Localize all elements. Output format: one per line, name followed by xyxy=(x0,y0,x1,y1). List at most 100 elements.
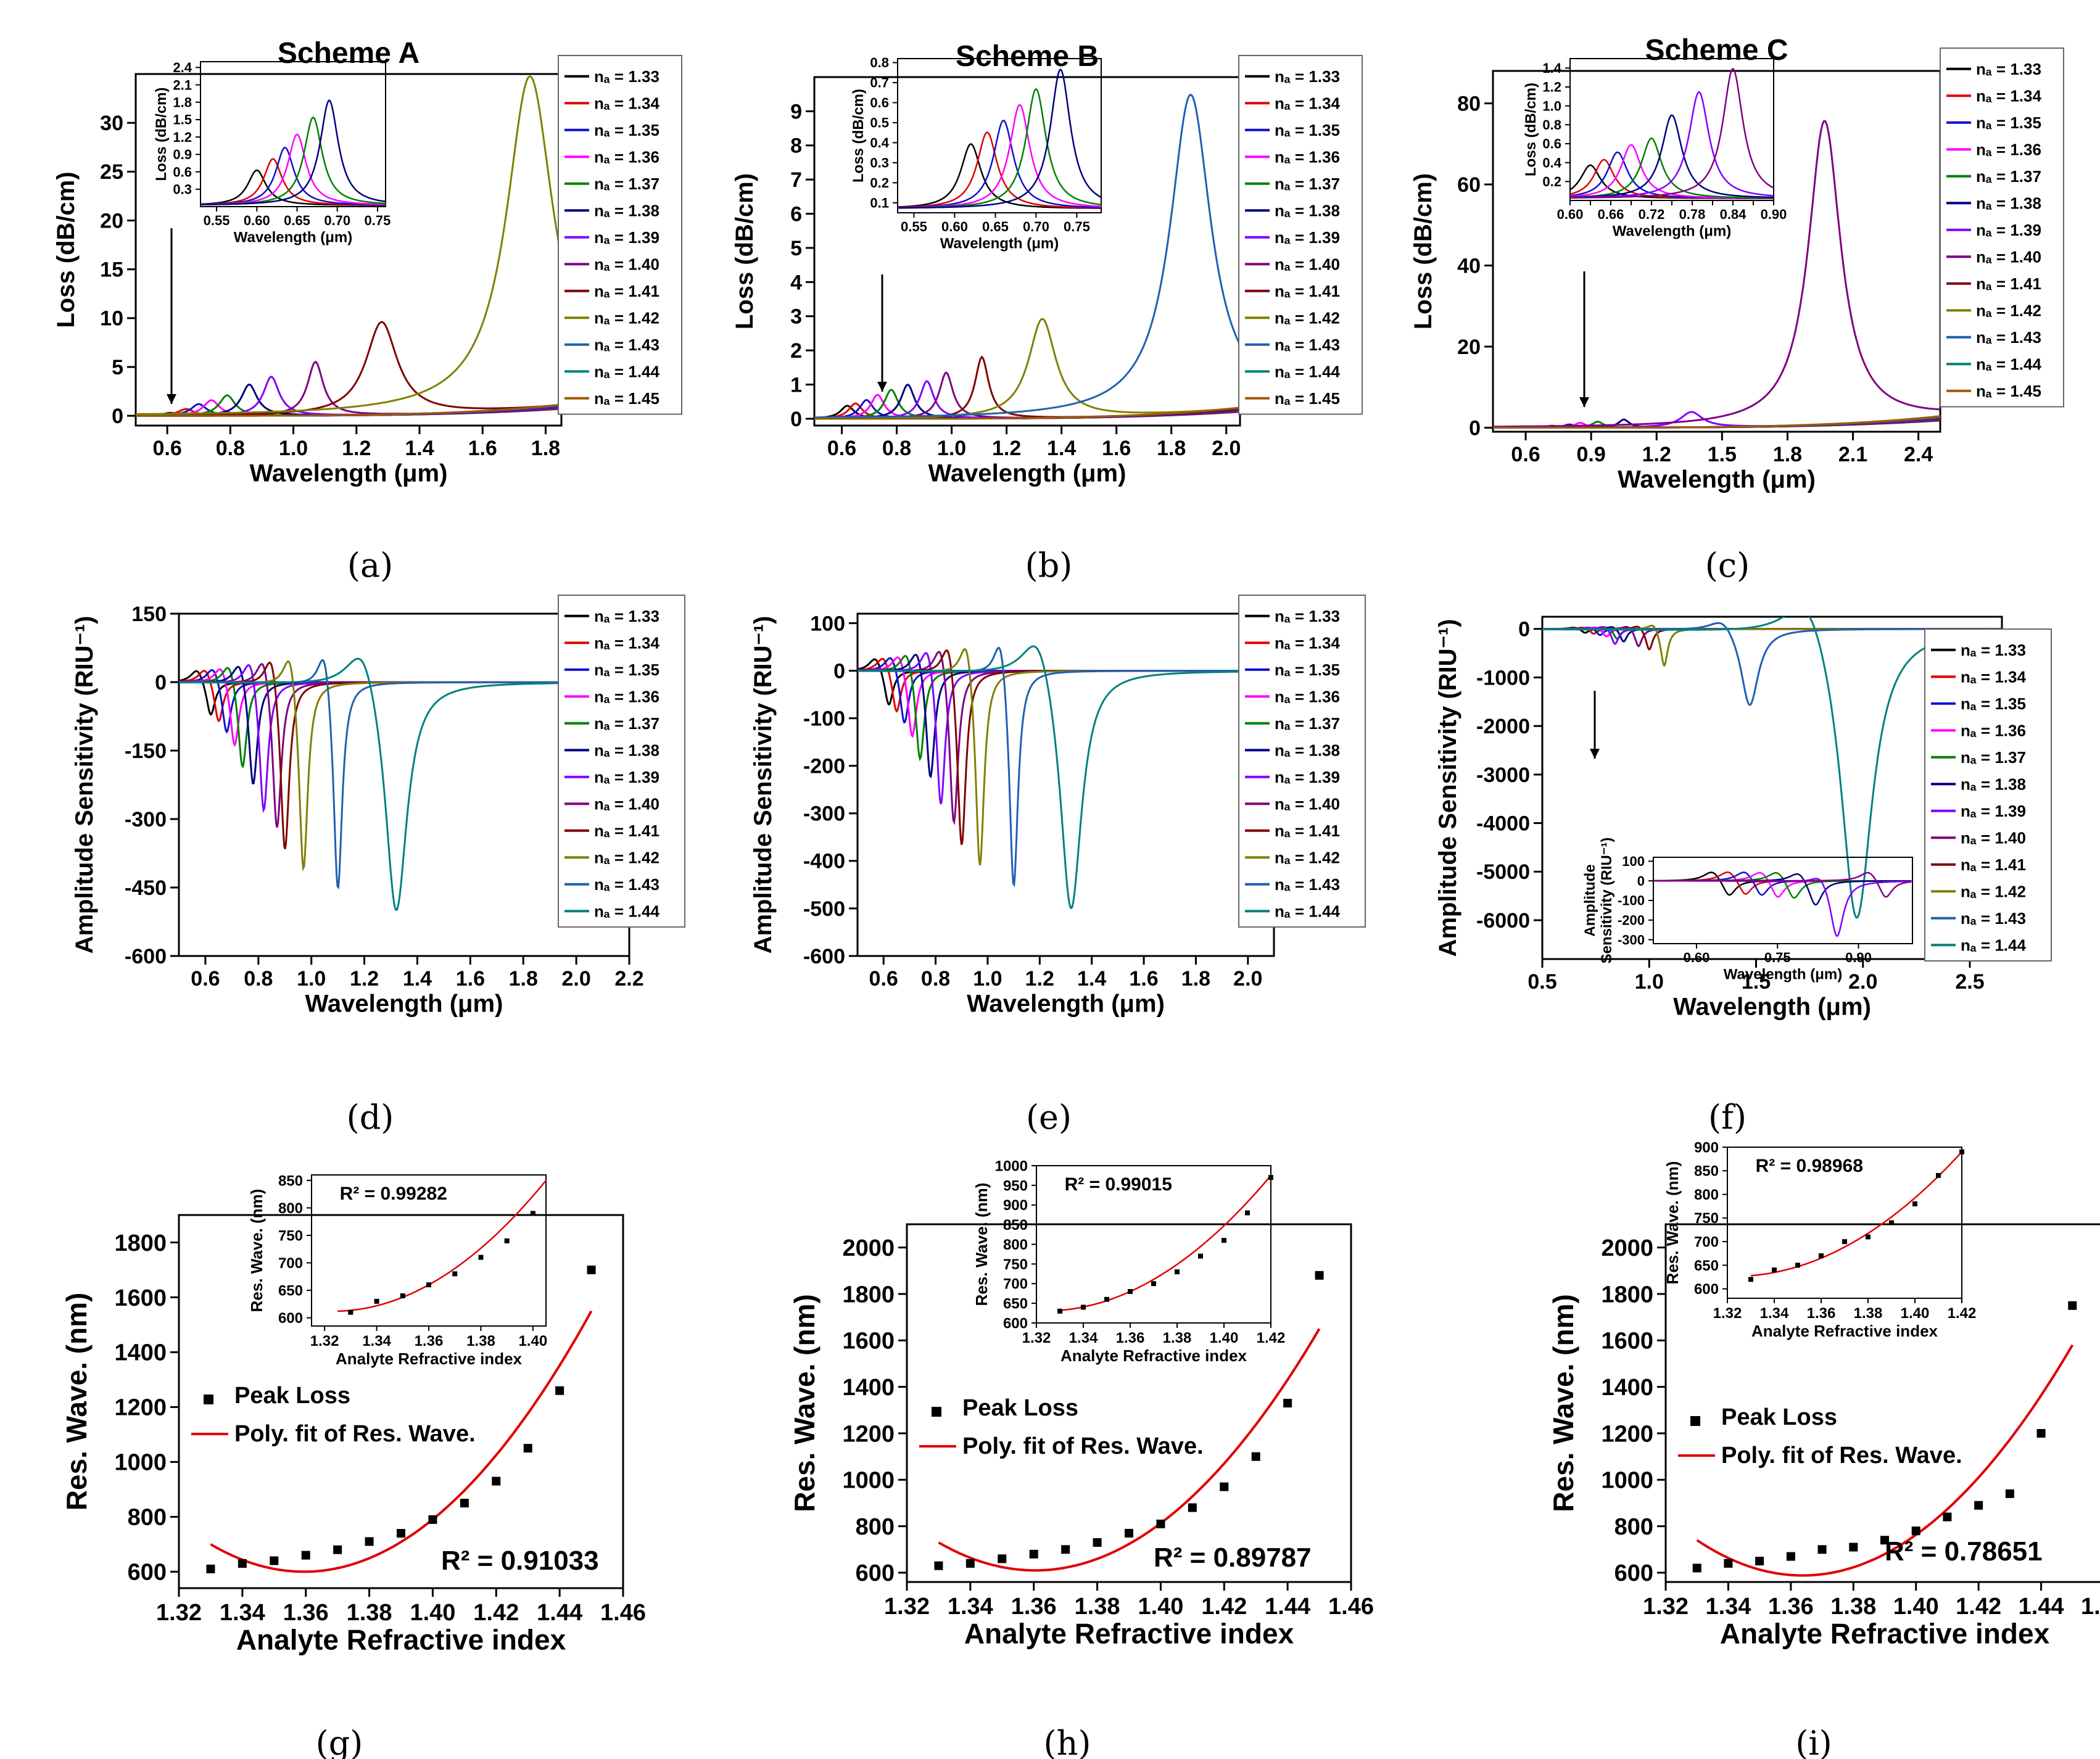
series-line-13 xyxy=(814,406,1240,420)
legend-entry: nₐ = 1.45 xyxy=(1275,389,1340,408)
x-tick-label: 1.5 xyxy=(1742,970,1771,994)
inset-data-point xyxy=(1866,1234,1871,1240)
legend-entry: nₐ = 1.36 xyxy=(1275,687,1340,706)
series-line-10 xyxy=(136,75,561,415)
data-point xyxy=(2005,1489,2014,1498)
x-tick-label: 1.0 xyxy=(1635,970,1664,994)
legend-entry: nₐ = 1.40 xyxy=(1275,794,1340,813)
inset-fit-line xyxy=(1750,1151,1962,1277)
legend-entry: nₐ = 1.36 xyxy=(1976,140,2041,159)
x-tick-label: 1.46 xyxy=(2081,1594,2100,1620)
y-tick-label: 1600 xyxy=(842,1329,895,1354)
legend-entry: nₐ = 1.39 xyxy=(594,228,659,247)
x-tick-label: 0.8 xyxy=(244,967,273,991)
x-tick-label: 1.42 xyxy=(1948,1305,1977,1322)
inset-data-point xyxy=(1889,1220,1894,1226)
y-tick-label: 1000 xyxy=(842,1468,895,1494)
legend-entry: nₐ = 1.36 xyxy=(594,147,659,166)
x-tick-label: 0.6 xyxy=(191,967,220,991)
legend-entry: nₐ = 1.34 xyxy=(1961,667,2026,686)
legend-entry: nₐ = 1.34 xyxy=(594,94,659,112)
x-tick-label: 0.55 xyxy=(901,219,927,234)
y-tick-label: 0 xyxy=(1469,416,1481,440)
inset-b-frame xyxy=(897,58,1102,213)
inset-line-8 xyxy=(1653,871,1912,898)
inset-data-point xyxy=(1175,1269,1180,1275)
panel-a-frame xyxy=(134,73,563,427)
legend-entry: nₐ = 1.37 xyxy=(1961,748,2026,767)
legend-entry: nₐ = 1.42 xyxy=(594,848,659,867)
x-tick-label: 0.90 xyxy=(1845,950,1872,965)
y-tick-label: 0 xyxy=(1518,618,1530,641)
y-axis-label: Res. Wave. (nm) xyxy=(788,1294,821,1512)
legend-entry: nₐ = 1.34 xyxy=(594,633,659,652)
data-point xyxy=(365,1537,374,1546)
x-tick-label: 1.0 xyxy=(297,967,326,991)
legend-entry: nₐ = 1.41 xyxy=(1976,274,2041,293)
x-tick-label: 1.34 xyxy=(1069,1330,1098,1346)
arrow-head xyxy=(167,394,176,404)
legend-entry: nₐ = 1.34 xyxy=(1275,94,1340,112)
y-tick-label: 8 xyxy=(790,134,802,158)
x-tick-label: 1.36 xyxy=(283,1600,329,1626)
r2-label: R² = 0.89787 xyxy=(1154,1543,1312,1573)
y-tick-label: 1600 xyxy=(1601,1329,1653,1354)
inset-series-group xyxy=(1570,67,1774,199)
fit-line xyxy=(938,1328,1321,1572)
legend-entry: nₐ = 1.42 xyxy=(1976,301,2041,319)
data-point xyxy=(1943,1512,1952,1522)
series-line-10 xyxy=(814,318,1240,419)
y-tick-label: 0.6 xyxy=(173,164,192,179)
y-tick-label: 0.5 xyxy=(870,115,889,131)
y-tick-label: 7 xyxy=(790,168,802,192)
x-tick-label: 1.40 xyxy=(1901,1305,1930,1322)
data-point xyxy=(587,1265,596,1274)
panel-title: Scheme B xyxy=(956,40,1099,73)
inset-f-axes: 0.60 0.75 0.90 100 0 -100 -200 -300 Wavelength (… xyxy=(1618,854,1913,983)
legend-entry: nₐ = 1.35 xyxy=(1275,661,1340,679)
y-tick-label: -2000 xyxy=(1476,715,1530,738)
y-tick-label: -400 xyxy=(803,850,845,873)
legend-entry: nₐ = 1.33 xyxy=(1976,60,2041,78)
series-line-9 xyxy=(858,649,1273,846)
y-tick-label: 60 xyxy=(1457,173,1481,197)
panel-i-frame xyxy=(1664,1223,2100,1583)
y-tick-label: 800 xyxy=(128,1505,167,1531)
series-line-13 xyxy=(1493,415,1940,429)
x-tick-label: 0.70 xyxy=(1023,219,1049,234)
y-tick-label: 1.2 xyxy=(1542,80,1561,95)
x-tick-label: 1.36 xyxy=(1011,1594,1057,1620)
y-axis-label: Res. Wave. (nm) xyxy=(1663,1161,1682,1285)
legend-entry: nₐ = 1.41 xyxy=(1275,282,1340,300)
data-point xyxy=(1911,1526,1920,1536)
legend-marker xyxy=(1690,1416,1700,1426)
y-tick-label: 850 xyxy=(1003,1217,1028,1234)
y-tick-label: 10 xyxy=(100,307,123,331)
y-tick-label: 1600 xyxy=(114,1285,167,1311)
y-tick-label: 20 xyxy=(1457,336,1481,359)
y-tick-label: 0.1 xyxy=(870,195,889,210)
legend-marker xyxy=(204,1394,213,1404)
panel-g-frame xyxy=(178,1214,624,1589)
legend-entry: nₐ = 1.37 xyxy=(1976,167,2041,186)
y-tick-label: 750 xyxy=(1003,1256,1028,1273)
y-tick-label: 650 xyxy=(1694,1258,1719,1274)
series-group xyxy=(179,657,629,912)
x-axis-label: Analyte Refractive index xyxy=(336,1349,523,1368)
inset-line-7 xyxy=(1653,878,1912,937)
legend-entry: nₐ = 1.33 xyxy=(1961,641,2026,659)
series-line-11 xyxy=(814,93,1240,419)
inset-fit-line xyxy=(337,1180,547,1312)
inset-data-point xyxy=(1198,1253,1203,1259)
x-tick-label: 1.36 xyxy=(415,1333,444,1349)
y-tick-label: 1200 xyxy=(842,1421,895,1447)
legend-entry: nₐ = 1.42 xyxy=(1961,882,2026,900)
inset-line-6 xyxy=(898,68,1101,209)
legend-entry: nₐ = 1.35 xyxy=(1275,121,1340,139)
x-tick-label: 1.36 xyxy=(1116,1330,1145,1346)
y-tick-label: 2000 xyxy=(842,1235,895,1261)
x-axis-label: Wavelength (μm) xyxy=(1613,223,1731,240)
x-tick-label: 0.70 xyxy=(324,213,350,228)
y-tick-label: -100 xyxy=(1618,893,1645,908)
